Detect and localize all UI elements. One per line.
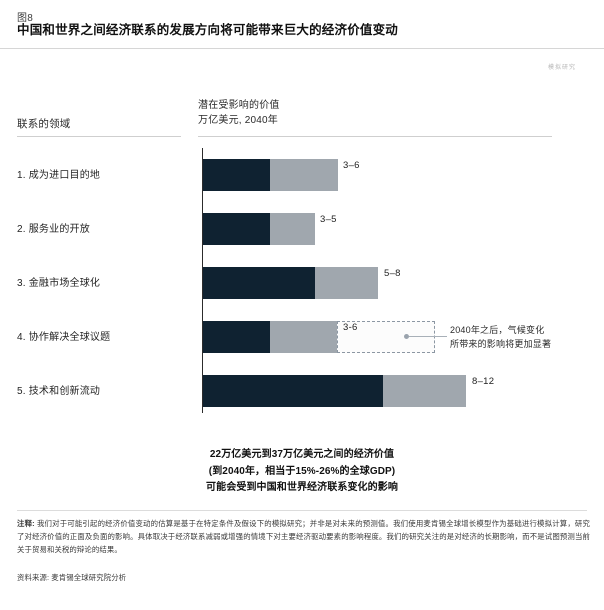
left-column-header: 联系的领域: [17, 118, 71, 130]
category-label: 4. 协作解决全球议题: [17, 332, 111, 343]
value-axis-header: 潜在受影响的价值 万亿美元, 2040年: [198, 99, 280, 128]
category-label: 1. 成为进口目的地: [17, 170, 101, 181]
header-divider: [0, 48, 604, 49]
annotation-leader-line: [409, 336, 447, 337]
summary-line1: 22万亿美元到37万亿美元之间的经济价值: [209, 449, 395, 460]
chart-row: 2. 服务业的开放 3–5: [0, 202, 604, 256]
left-header-rule: [17, 136, 181, 137]
category-label: 2. 服务业的开放: [17, 224, 90, 235]
stacked-bar[interactable]: [203, 375, 466, 407]
footnote-lead: 注释:: [17, 519, 35, 528]
bar-segment-low: [203, 213, 270, 245]
summary-callout: 22万亿美元到37万亿美元之间的经济价值 (到2040年，相当于15%-26%的…: [0, 447, 604, 497]
bar-segment-low: [203, 321, 270, 353]
summary-line3: 可能会受到中国和世界经济联系变化的影响: [206, 482, 398, 493]
bar-value-label: 8–12: [472, 376, 495, 387]
watermark-label: 模拟研究: [547, 65, 576, 71]
summary-line2: (到2040年，相当于15%-26%的全球GDP): [208, 465, 396, 477]
footer-divider: [17, 510, 587, 511]
chart-row: 4. 协作解决全球议题 3-6 2040年之后，气候变化 所带来的影响将更加显著: [0, 310, 604, 364]
bar-value-label: 3-6: [343, 322, 358, 333]
chart-row: 1. 成为进口目的地 3–6: [0, 148, 604, 202]
bar-segment-high: [270, 213, 315, 245]
chart-row: 3. 金融市场全球化 5–8: [0, 256, 604, 310]
bar-value-label: 5–8: [384, 268, 401, 279]
bar-segment-high: [270, 159, 338, 191]
bar-value-label: 3–6: [343, 160, 360, 171]
bar-segment-low: [203, 159, 270, 191]
bar-segment-high: [270, 321, 337, 353]
figure-title: 中国和世界之间经济联系的发展方向将可能带来巨大的经济价值变动: [17, 23, 399, 37]
annotation-line1: 2040年之后，气候变化: [450, 325, 545, 335]
value-axis-line: [202, 148, 203, 413]
category-label: 5. 技术和创新流动: [17, 386, 101, 397]
bar-segment-low: [203, 375, 383, 407]
bar-segment-low: [203, 267, 315, 299]
value-axis-header-line1: 潜在受影响的价值: [198, 100, 280, 111]
stacked-bar[interactable]: [203, 213, 315, 245]
footnote: 注释: 我们对于可能引起的经济价值变动的估算是基于在特定条件及假设下的模拟研究；…: [17, 518, 590, 557]
projection-marker-dot: [404, 334, 409, 339]
footnote-body: 我们对于可能引起的经济价值变动的估算是基于在特定条件及假设下的模拟研究；并非是对…: [17, 519, 591, 554]
bar-segment-high: [315, 267, 378, 299]
stacked-bar[interactable]: [203, 159, 338, 191]
projection-annotation: 2040年之后，气候变化 所带来的影响将更加显著: [450, 324, 551, 351]
figure-number: 图8: [17, 13, 34, 24]
chart-row: 5. 技术和创新流动 8–12: [0, 364, 604, 418]
source-line: 资料来源: 麦肯锡全球研究院分析: [17, 573, 127, 582]
bar-value-label: 3–5: [320, 214, 337, 225]
right-header-rule: [198, 136, 552, 137]
bar-segment-high: [383, 375, 466, 407]
category-label: 3. 金融市场全球化: [17, 278, 101, 289]
stacked-bar[interactable]: [203, 321, 337, 353]
annotation-line2: 所带来的影响将更加显著: [450, 338, 552, 349]
value-axis-header-line2: 万亿美元, 2040年: [198, 114, 279, 126]
stacked-bar[interactable]: [203, 267, 378, 299]
projection-box: [337, 321, 435, 353]
